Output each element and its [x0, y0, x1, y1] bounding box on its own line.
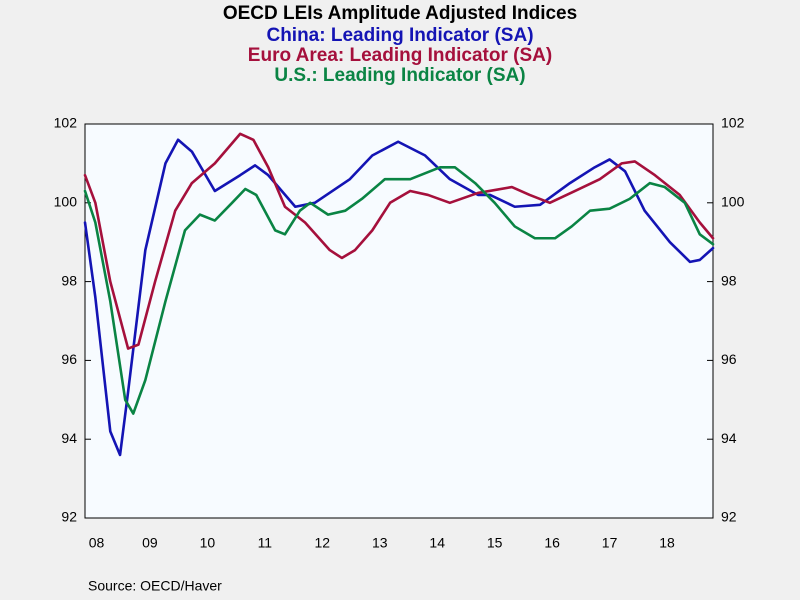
x-tick-label: 18	[659, 535, 675, 551]
plot-area	[84, 123, 714, 519]
x-tick-label: 13	[372, 535, 388, 551]
x-tick-label: 16	[544, 535, 560, 551]
y2-tick-label: 102	[721, 115, 745, 131]
x-tick-label: 15	[487, 535, 503, 551]
x-tick-label: 10	[200, 535, 216, 551]
legend-entry: U.S.: Leading Indicator (SA)	[274, 65, 525, 86]
y2-tick-label: 100	[721, 194, 745, 210]
y-tick-label: 94	[61, 430, 77, 446]
legend-entry: Euro Area: Leading Indicator (SA)	[248, 45, 552, 66]
y-tick-label: 92	[61, 509, 77, 525]
x-tick-label: 09	[142, 535, 158, 551]
x-tick-label: 14	[429, 535, 445, 551]
series-line	[83, 166, 715, 415]
y-tick-label: 102	[54, 115, 78, 131]
series-line	[83, 138, 715, 457]
source: Source: OECD/Haver	[88, 578, 222, 594]
x-tick-label: 08	[89, 535, 105, 551]
chart-title: OECD LEIs Amplitude Adjusted Indices	[223, 3, 577, 24]
y2-tick-label: 92	[721, 509, 737, 525]
x-tick-label: 11	[258, 535, 273, 551]
y-tick-label: 96	[61, 351, 77, 367]
legend-entry: China: Leading Indicator (SA)	[266, 25, 533, 46]
y2-tick-label: 98	[721, 272, 737, 288]
y2-tick-label: 94	[721, 430, 737, 446]
x-tick-label: 17	[602, 535, 618, 551]
y-tick-label: 98	[61, 272, 77, 288]
x-tick-label: 12	[315, 535, 331, 551]
series-line	[83, 132, 715, 350]
y-tick-label: 100	[54, 194, 78, 210]
y2-tick-label: 96	[721, 351, 737, 367]
